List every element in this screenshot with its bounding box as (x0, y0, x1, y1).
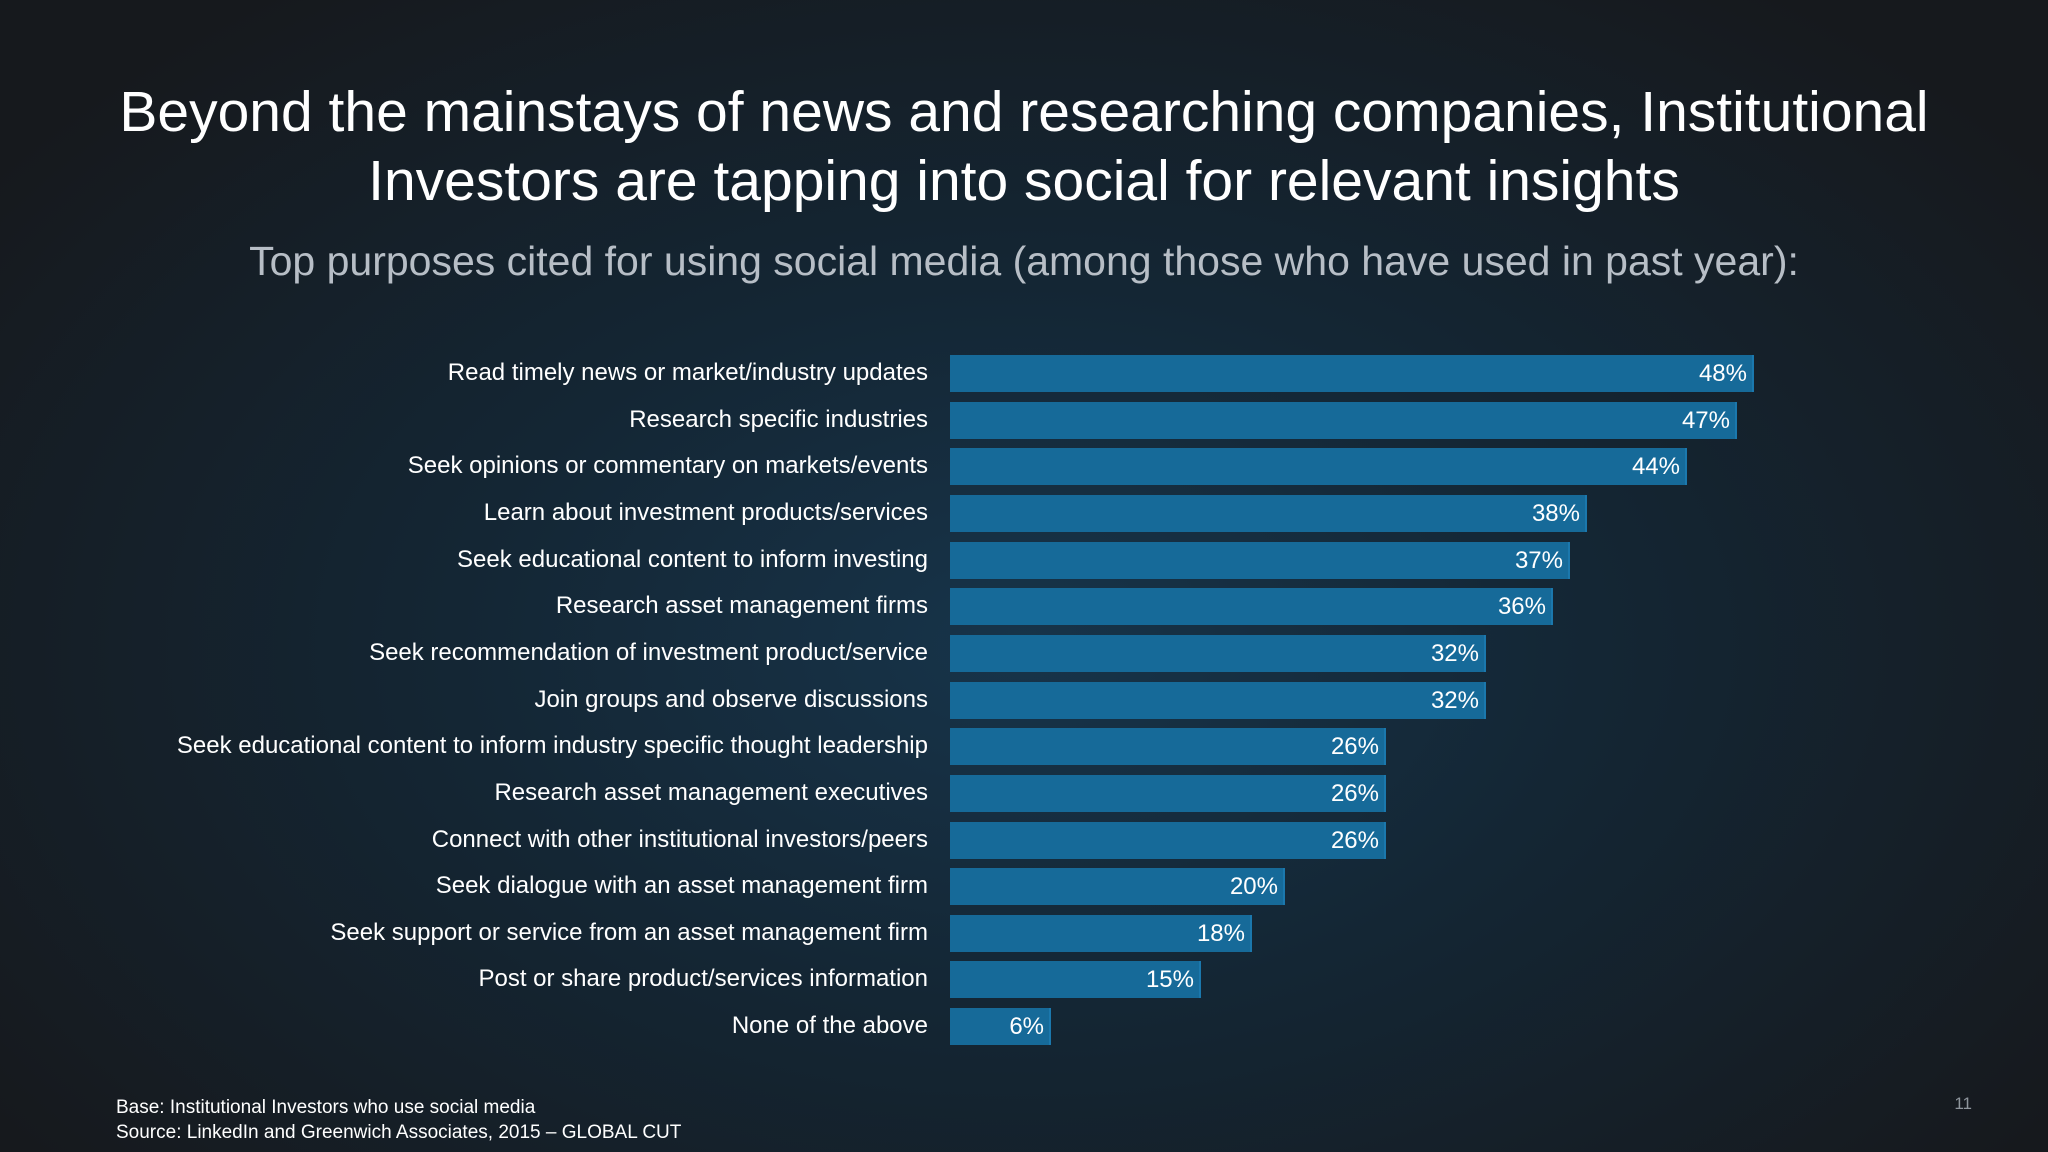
footnote-base: Base: Institutional Investors who use so… (116, 1097, 536, 1118)
bar (950, 915, 1252, 952)
category-label: Research asset management executives (494, 779, 928, 806)
category-label: Research specific industries (629, 406, 928, 433)
category-label: Seek educational content to inform indus… (176, 732, 928, 759)
bar (950, 682, 1486, 719)
bar-value-label: 26% (1330, 780, 1379, 807)
footnote-source: Source: LinkedIn and Greenwich Associate… (116, 1122, 682, 1143)
bar (950, 775, 1386, 812)
bar-value-label: 26% (1330, 733, 1379, 760)
category-label: Seek support or service from an asset ma… (330, 919, 928, 946)
bar (950, 402, 1737, 439)
category-label: Seek educational content to inform inves… (457, 546, 928, 573)
bar-value-label: 20% (1229, 873, 1278, 900)
page-number: 11 (1954, 1094, 1972, 1113)
bar (950, 355, 1754, 392)
category-label: Seek recommendation of investment produc… (369, 639, 928, 666)
category-label: Research asset management firms (555, 592, 928, 619)
bar (950, 542, 1570, 579)
bar-value-label: 18% (1196, 920, 1245, 947)
bar (950, 495, 1587, 532)
bar-value-label: 48% (1698, 360, 1747, 387)
bar (950, 822, 1386, 859)
bar (950, 635, 1486, 672)
bar-value-label: 15% (1145, 966, 1194, 993)
category-label: Connect with other institutional investo… (431, 826, 928, 853)
bar-value-label: 44% (1631, 453, 1680, 480)
category-label: Seek dialogue with an asset management f… (435, 872, 928, 899)
bar (950, 1008, 1051, 1045)
bar (950, 448, 1687, 485)
bar-value-label: 36% (1497, 593, 1546, 620)
category-label: Seek opinions or commentary on markets/e… (407, 452, 928, 479)
slide-title-line-1: Beyond the mainstays of news and researc… (119, 80, 1929, 144)
bar (950, 868, 1285, 905)
bar (950, 728, 1386, 765)
bar-value-label: 37% (1514, 547, 1563, 574)
slide-title-line-2: Investors are tapping into social for re… (368, 149, 1680, 213)
category-label: None of the above (731, 1012, 928, 1039)
chart-subtitle: Top purposes cited for using social medi… (249, 238, 1799, 284)
bar-value-label: 26% (1330, 827, 1379, 854)
category-label: Post or share product/services informati… (478, 965, 928, 992)
bar (950, 961, 1201, 998)
bar (950, 588, 1553, 625)
category-label: Read timely news or market/industry upda… (447, 359, 928, 386)
bar-value-label: 32% (1430, 640, 1479, 667)
slide-title: Beyond the mainstays of news and researc… (60, 78, 1988, 216)
category-label: Learn about investment products/services (483, 499, 928, 526)
bar-value-label: 6% (1009, 1013, 1044, 1040)
bar-value-label: 32% (1430, 687, 1479, 714)
bar-value-label: 47% (1681, 407, 1730, 434)
bar-value-label: 38% (1531, 500, 1580, 527)
category-label: Join groups and observe discussions (534, 686, 928, 713)
